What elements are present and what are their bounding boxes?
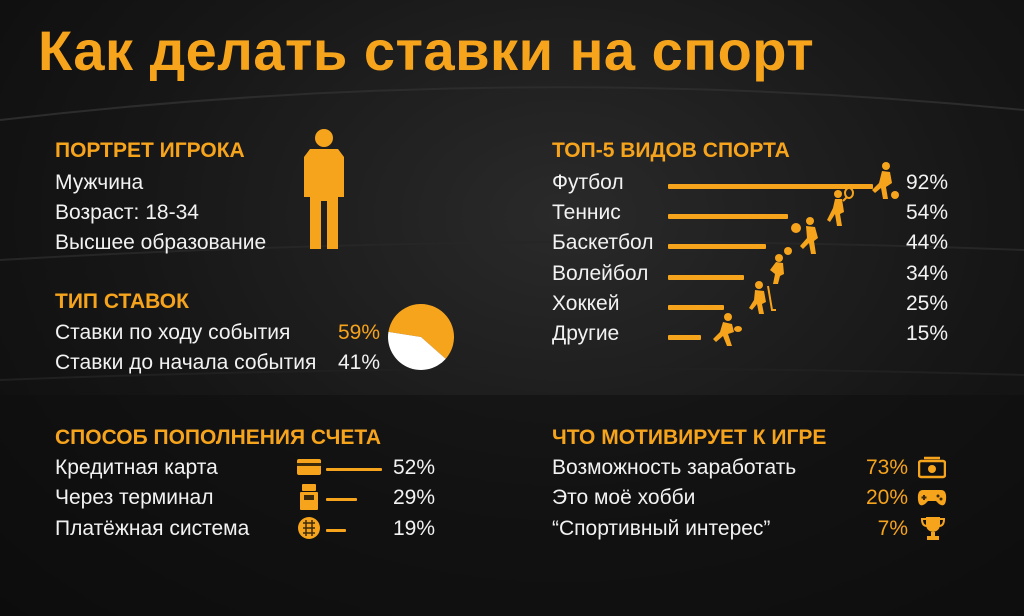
tennis-player-icon	[827, 188, 854, 226]
motivation-label: Это моё хобби	[552, 486, 696, 509]
sport-label: Баскетбол	[552, 231, 654, 254]
deposit-label: Через терминал	[55, 486, 214, 509]
deposit-value: 29%	[392, 486, 435, 509]
sport-bar	[668, 335, 701, 340]
sport-bar	[668, 244, 766, 249]
sport-label: Другие	[552, 322, 620, 345]
trophy-icon	[920, 517, 946, 540]
man-silhouette-icon	[304, 129, 344, 249]
motivation-value: 73%	[865, 456, 908, 479]
deposit-bar	[326, 529, 346, 532]
motivation-value: 7%	[877, 517, 908, 540]
deposit-value: 52%	[392, 456, 435, 479]
pie-slice-live	[388, 303, 455, 359]
portrait-heading: ПОРТРЕТ ИГРОКА	[55, 139, 245, 162]
sport-value: 92%	[905, 171, 948, 194]
payment-system-icon	[298, 517, 320, 539]
volleyball-player-icon	[770, 247, 792, 284]
bet-type-label: Ставки по ходу события	[55, 321, 291, 344]
motivation-label: “Спортивный интерес”	[552, 517, 771, 540]
motivation-value: 20%	[865, 486, 908, 509]
portrait-line: Высшее образование	[55, 231, 267, 254]
sport-value: 15%	[905, 322, 948, 345]
football-player-icon	[872, 162, 899, 199]
sport-value: 54%	[905, 201, 948, 224]
sport-bar	[668, 305, 724, 310]
hockey-player-icon	[749, 281, 776, 314]
sport-label: Хоккей	[552, 292, 620, 315]
sport-value: 34%	[905, 262, 948, 285]
motivation-label: Возможность заработать	[552, 456, 797, 479]
bet-type-label: Ставки до начала события	[55, 351, 317, 374]
motivation-heading: ЧТО МОТИВИРУЕТ К ИГРЕ	[552, 426, 827, 449]
sport-value: 25%	[905, 292, 948, 315]
gamepad-icon	[917, 490, 947, 506]
basketball-player-icon	[791, 217, 818, 254]
sport-value: 44%	[905, 231, 948, 254]
sport-label: Футбол	[552, 171, 624, 194]
runner-icon	[713, 313, 742, 346]
top-sports-heading: ТОП-5 ВИДОВ СПОРТА	[552, 139, 790, 162]
deposit-label: Кредитная карта	[55, 456, 218, 479]
deposit-bar	[326, 498, 357, 501]
bet-type-value: 59%	[338, 321, 381, 344]
deposit-label: Платёжная система	[55, 517, 250, 540]
credit-card-icon	[297, 459, 321, 475]
pie-slice-prematch	[388, 331, 446, 370]
sport-bar	[668, 214, 788, 219]
sport-label: Волейбол	[552, 262, 649, 285]
page-title: Как делать ставки на спорт	[38, 19, 815, 82]
sport-bar	[668, 275, 744, 280]
money-icon	[918, 456, 946, 479]
deposit-bar	[326, 468, 382, 471]
portrait-line: Возраст: 18-34	[55, 201, 199, 224]
terminal-icon	[300, 484, 318, 510]
bet-type-heading: ТИП СТАВОК	[55, 290, 189, 313]
bet-type-pie-chart	[388, 303, 455, 370]
portrait-line: Мужчина	[55, 171, 144, 194]
sport-label: Теннис	[552, 201, 621, 224]
bet-type-value: 41%	[338, 351, 381, 374]
deposit-value: 19%	[392, 517, 435, 540]
sport-bar	[668, 184, 873, 189]
deposit-heading: СПОСОБ ПОПОЛНЕНИЯ СЧЕТА	[55, 426, 382, 449]
